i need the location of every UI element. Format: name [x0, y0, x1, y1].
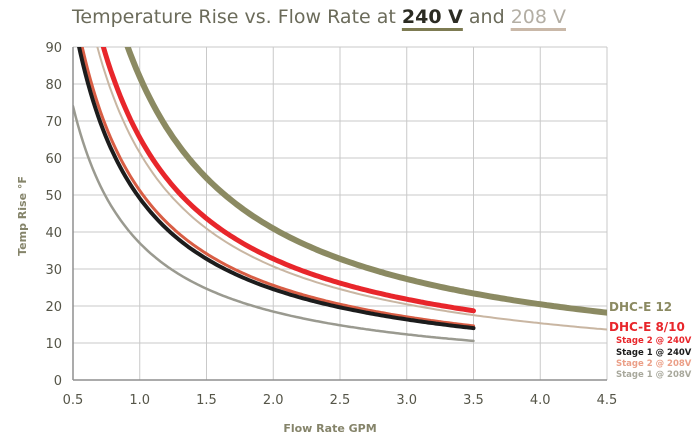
- y-tick-label: 60: [45, 152, 62, 167]
- series-label-stage-1-240v: Stage 1 @ 240V: [616, 348, 692, 358]
- axes: 0.5 1.0 1.5 2.0 2.5 3.0 3.5 4.0 4.5 0 10 20 30 40 50 60…: [45, 41, 617, 408]
- y-tick-label: 20: [45, 300, 62, 315]
- x-tick-label: 1.0: [129, 393, 150, 408]
- y-tick-label: 10: [45, 337, 62, 352]
- x-tick-label: 3.5: [463, 393, 484, 408]
- x-tick-label: 1.5: [196, 393, 217, 408]
- series-line-stage-1-240v: [77, 47, 476, 331]
- x-axis-label: Flow Rate GPM: [283, 422, 376, 435]
- x-tick-label: 4.5: [597, 393, 618, 408]
- x-tick-label: 0.5: [63, 393, 84, 408]
- x-tick-label: 3.0: [396, 393, 417, 408]
- series-label-dhc-e-8-10: DHC-E 8/10: [609, 320, 685, 334]
- x-tick-label: 2.5: [330, 393, 351, 408]
- y-tick-label: 0: [54, 374, 62, 389]
- y-tick-label: 50: [45, 189, 62, 204]
- title-prefix: Temperature Rise vs. Flow Rate at: [72, 6, 402, 28]
- y-tick-label: 80: [45, 78, 62, 93]
- series-label-stage-2-240v: Stage 2 @ 240V: [616, 336, 692, 346]
- series-label-stage-2-208v: Stage 2 @ 208V: [616, 359, 692, 369]
- series-line-dhc-e-12: [124, 47, 607, 316]
- curves: [73, 47, 607, 343]
- y-tick-label: 40: [45, 226, 62, 241]
- series-line-dhc-e-12-208v-: [96, 47, 607, 331]
- y-tick-label: 70: [45, 115, 62, 130]
- y-axis-label: Temp Rise °F: [16, 176, 29, 256]
- x-tick-label: 4.0: [530, 393, 551, 408]
- series-labels: DHC-E 12 DHC-E 8/10 Stage 2 @ 240V Stage 1 …: [609, 300, 692, 380]
- series-label-dhc-e-12: DHC-E 12: [609, 300, 672, 314]
- chart-title: Temperature Rise vs. Flow Rate at 240 V …: [72, 6, 566, 28]
- y-tick-label: 90: [45, 41, 62, 56]
- x-tick-label: 2.0: [263, 393, 284, 408]
- series-line-stage-2-240v: [80, 47, 475, 328]
- series-line-dhc-e-8-10: [100, 47, 476, 314]
- title-240v: 240 V: [401, 6, 463, 28]
- y-tick-label: 30: [45, 263, 62, 278]
- title-mid: and: [462, 6, 511, 28]
- title-208v: 208 V: [510, 6, 566, 28]
- series-label-stage-1-208v: Stage 1 @ 208V: [616, 370, 692, 380]
- series-line-stage-1-208v: [73, 104, 475, 343]
